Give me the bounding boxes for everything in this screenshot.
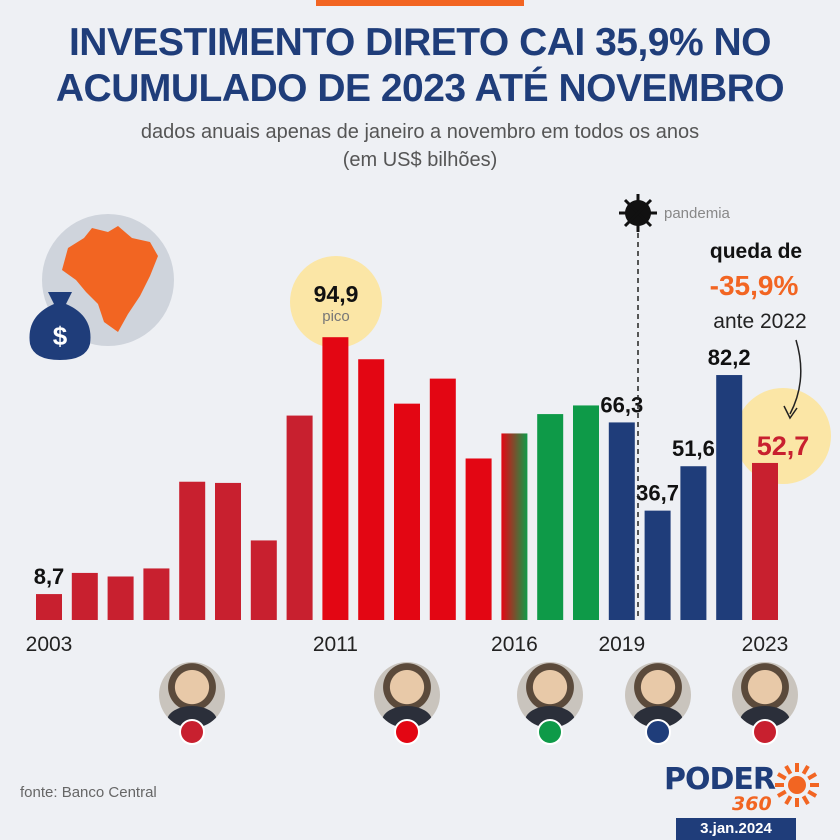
- bar-2018: [573, 405, 599, 620]
- tick-label-2019: 2019: [598, 633, 645, 656]
- data-label-2023: 52,7: [757, 431, 810, 461]
- svg-text:$: $: [53, 321, 68, 351]
- president-portrait-2: [374, 662, 440, 728]
- drop-arrowhead: [783, 405, 798, 420]
- tick-label-2016: 2016: [491, 633, 538, 656]
- title-line-2: ACUMULADO DE 2023 ATÉ NOVEMBRO: [55, 67, 785, 110]
- money-bag-icon: $: [29, 292, 91, 360]
- data-labels-group: 8,7 66,3 36,7 51,6 82,2 52,7: [34, 345, 810, 589]
- president-portrait-4: [624, 662, 691, 728]
- x-axis-ticks: 2003 2011 2016 2019 2023: [26, 633, 789, 656]
- bar-2021: [680, 466, 707, 620]
- tick-label-2023: 2023: [742, 633, 789, 656]
- logo-number: 360: [732, 793, 772, 815]
- brazil-money-illustration: $: [29, 214, 174, 360]
- bar-2009: [250, 540, 277, 620]
- brazil-map-icon: [62, 226, 158, 332]
- bar-2020: [644, 510, 671, 620]
- bar-2013: [394, 403, 420, 620]
- virus-icon: [619, 194, 657, 232]
- bar-2006: [143, 568, 170, 620]
- bar-2014: [429, 378, 456, 620]
- drop-annotation-line-1: queda de: [710, 240, 802, 263]
- drop-annotation-line-2: -35,9%: [710, 270, 799, 301]
- bar-2012: [358, 359, 385, 620]
- party-dot-4: [644, 719, 671, 745]
- bar-2022: [716, 375, 743, 620]
- page-subtitle: dados anuais apenas de janeiro a novembr…: [0, 118, 840, 174]
- bar-2016: [501, 433, 528, 620]
- bars-group: [36, 337, 778, 620]
- data-label-2003: 8,7: [34, 564, 65, 589]
- publish-date: 3.jan.2024: [676, 818, 796, 840]
- tick-label-2003: 2003: [26, 633, 73, 656]
- party-dot-3: [537, 719, 564, 745]
- source-note: fonte: Banco Central: [20, 784, 157, 801]
- poder360-logo: PODER 360: [664, 762, 824, 818]
- peak-label: pico: [322, 308, 350, 325]
- bar-2023: [752, 462, 778, 620]
- bar-2011: [322, 337, 349, 620]
- bar-2003: [36, 594, 62, 620]
- drop-annotation-line-3: ante 2022: [713, 310, 806, 333]
- party-dot-1: [179, 719, 206, 745]
- bar-2015: [465, 458, 492, 620]
- data-label-2021: 51,6: [672, 436, 715, 461]
- sun-logo-icon: [775, 763, 819, 807]
- president-portrait-3: [517, 662, 584, 728]
- drop-arrow: [789, 339, 802, 415]
- latest-highlight-circle: [735, 388, 831, 484]
- bar-2019: [608, 422, 635, 620]
- pandemic-label: pandemia: [664, 205, 731, 222]
- party-dot-5: [752, 719, 778, 745]
- data-label-2022: 82,2: [708, 345, 751, 370]
- tick-label-2011: 2011: [313, 633, 358, 656]
- peak-highlight-circle: [290, 256, 382, 348]
- logo-name: PODER: [664, 762, 776, 797]
- bar-2005: [107, 576, 134, 620]
- top-accent-bar: [316, 0, 524, 6]
- peak-value-label: 94,9: [314, 281, 359, 307]
- data-label-2020: 36,7: [636, 481, 679, 506]
- page-title: INVESTIMENTO DIRETO CAI 35,9% NO ACUMULA…: [0, 20, 840, 112]
- bar-2004: [71, 572, 98, 620]
- subtitle-line-1: dados anuais apenas de janeiro a novembr…: [140, 121, 700, 143]
- bar-2008: [215, 482, 241, 620]
- bar-2010: [286, 415, 313, 620]
- data-label-2019: 66,3: [600, 392, 643, 417]
- president-portrait-1: [159, 662, 226, 728]
- subtitle-line-2: (em US$ bilhões): [342, 149, 498, 171]
- party-dot-2: [394, 719, 420, 745]
- bar-2007: [179, 481, 206, 620]
- president-portrait-5: [732, 662, 798, 728]
- bar-2017: [537, 414, 564, 620]
- title-line-1: INVESTIMENTO DIRETO CAI 35,9% NO: [68, 21, 772, 64]
